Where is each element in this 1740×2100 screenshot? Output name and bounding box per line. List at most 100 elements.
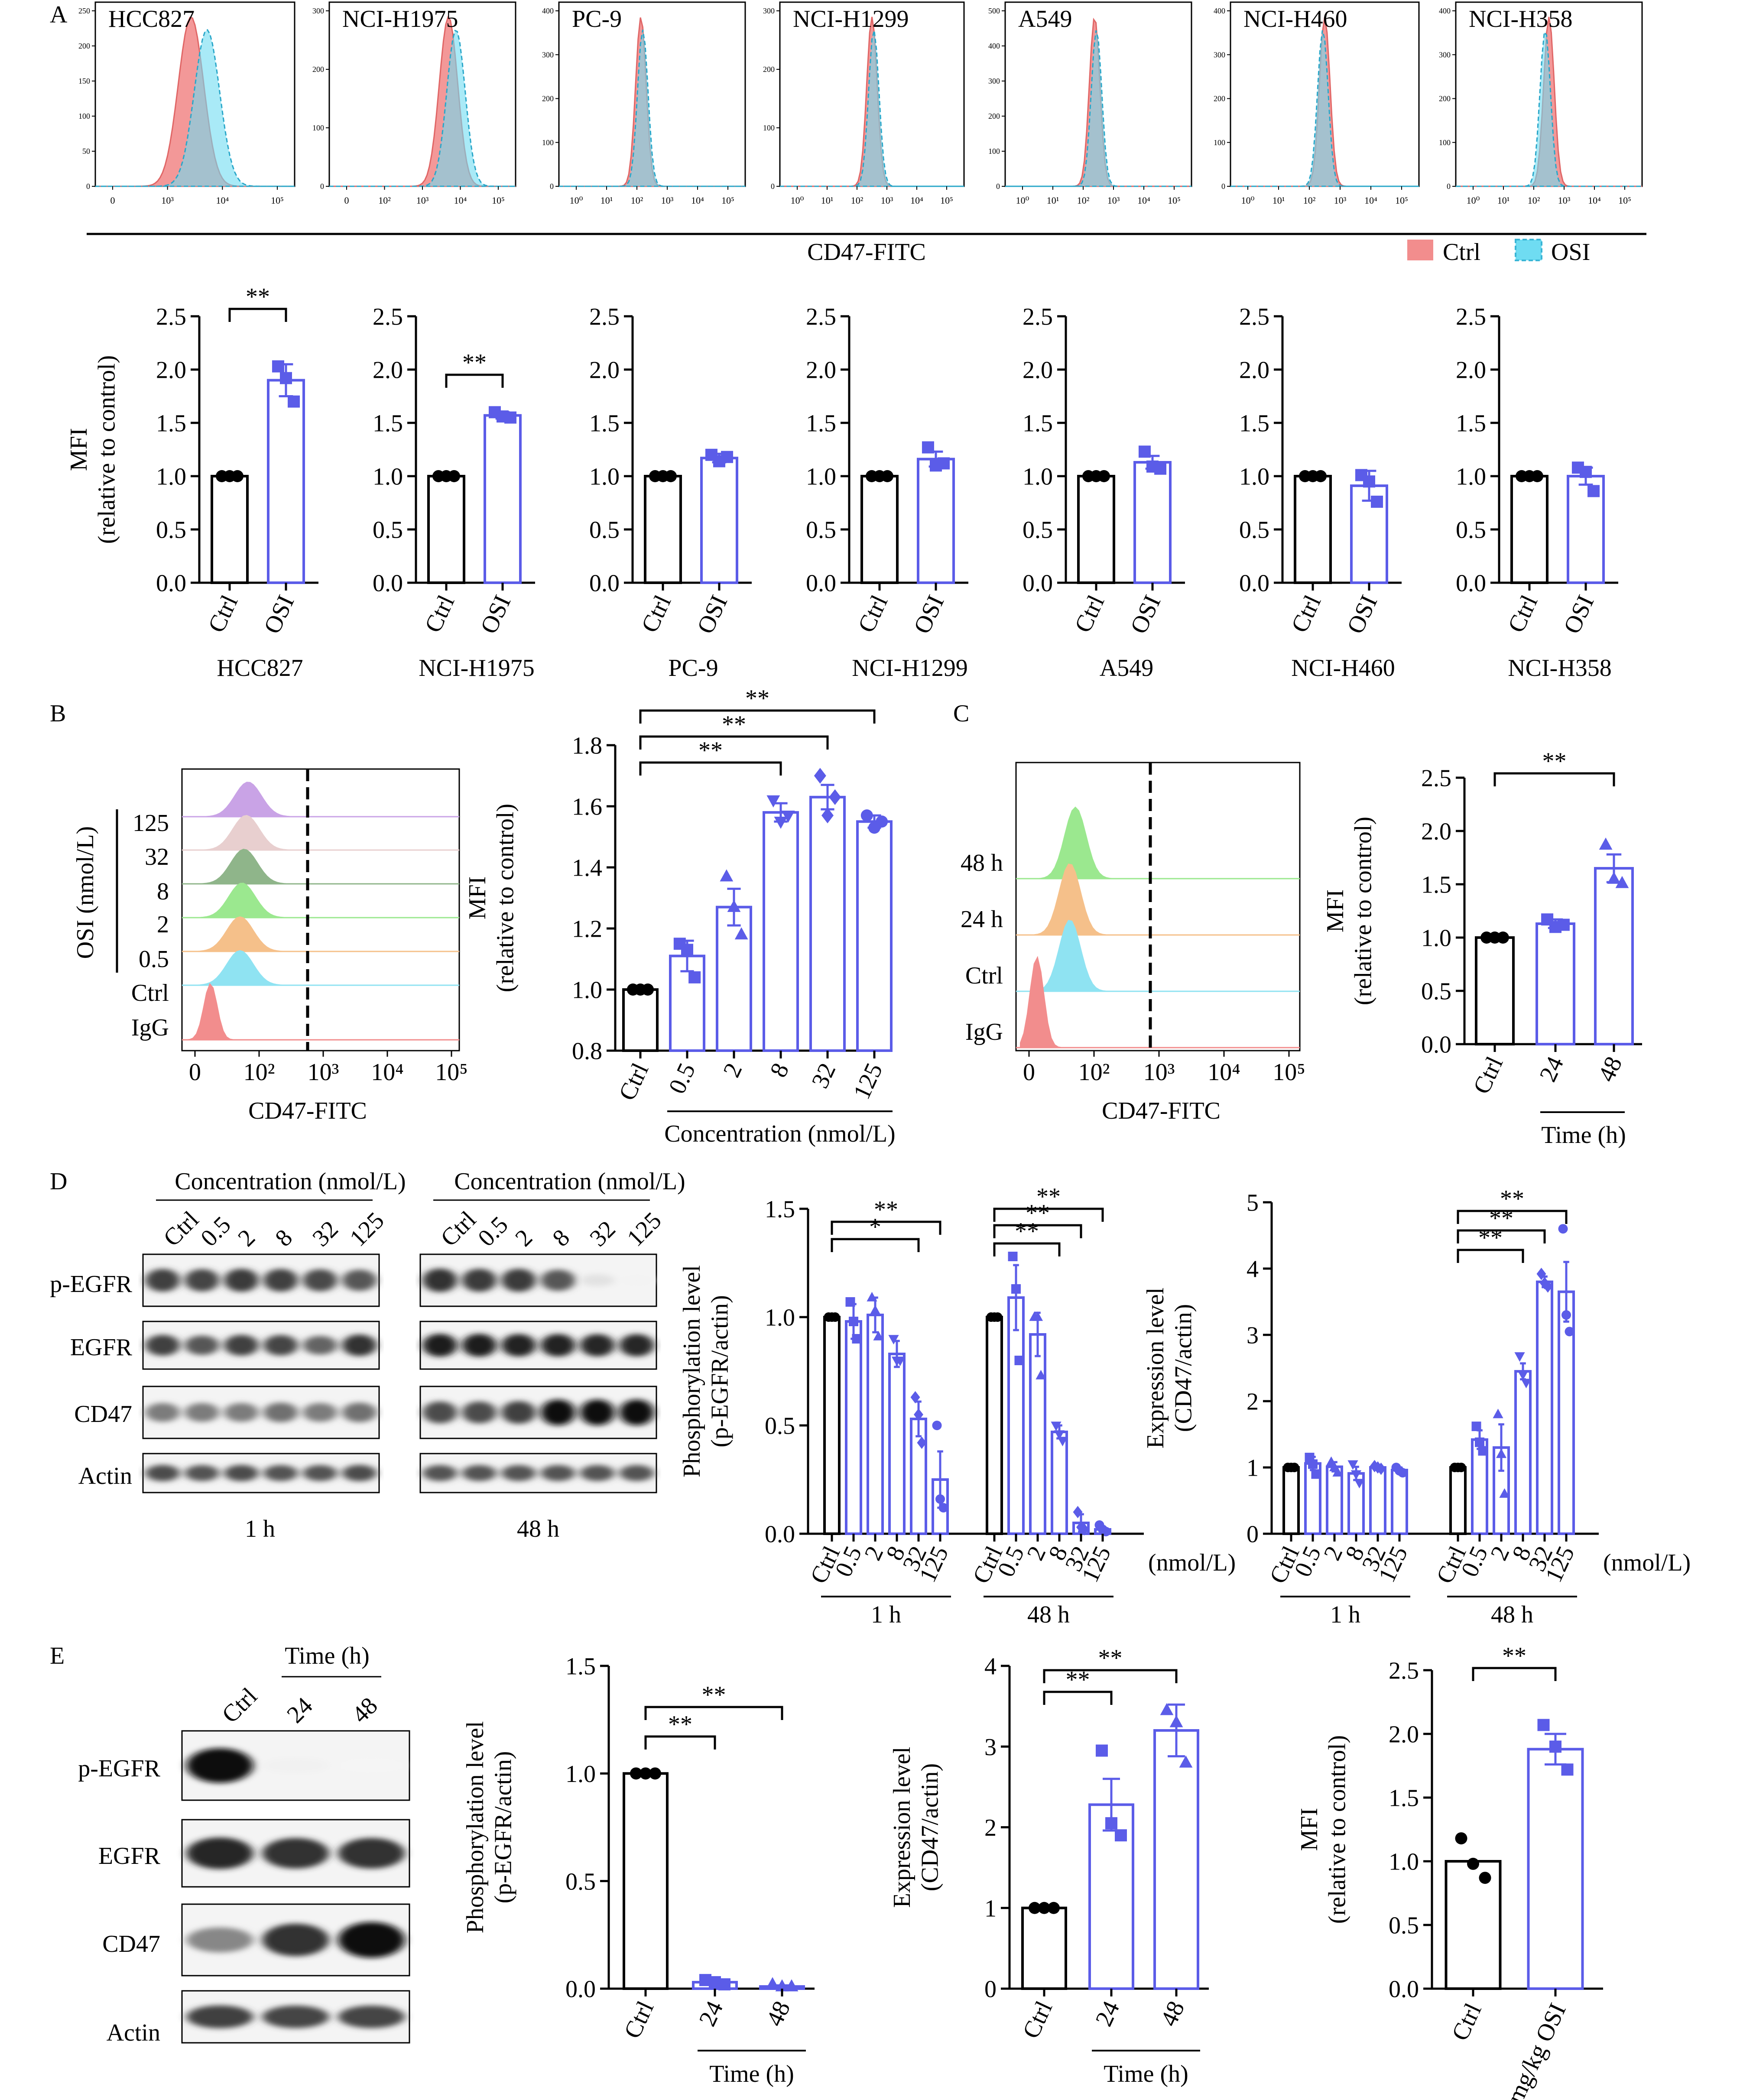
y-tick-label: 1.5	[589, 410, 620, 437]
blot-band	[338, 1758, 405, 1773]
x-tick-label: 125	[848, 1059, 888, 1103]
x-tick-label: 10¹	[1047, 195, 1059, 206]
blot-header: Concentration (nmol/L)	[454, 1168, 685, 1195]
y-tick-label: 200	[763, 65, 775, 74]
sig-bracket	[639, 709, 876, 724]
data-point	[727, 899, 741, 912]
x-tick-label: 10³	[161, 195, 174, 206]
sig-bracket	[639, 761, 782, 776]
blot-48h-Actin	[419, 1453, 657, 1493]
x-tick-label: 10⁴	[691, 195, 704, 206]
blot-band	[145, 1334, 180, 1356]
data-point	[272, 360, 284, 373]
y-tick-label: 0	[86, 182, 90, 191]
sig-bracket	[993, 1242, 1061, 1256]
data-point	[1138, 445, 1151, 458]
y-tick-label: 0.5	[1239, 517, 1269, 544]
y-tick-label: 0.0	[806, 570, 836, 597]
y-tick-label: 0.5	[1456, 517, 1486, 544]
blot-band	[619, 1465, 654, 1481]
y-tick-label: 2.5	[373, 304, 403, 331]
blot-row-label: Actin	[107, 2019, 160, 2046]
x-tick-label: Ctrl	[614, 1059, 654, 1104]
x-tick-label: Ctrl	[853, 591, 893, 636]
x-tick-label: 10⁰	[570, 195, 583, 206]
blot-band	[580, 1399, 615, 1425]
blot-band	[224, 1334, 259, 1356]
x-tick-label: 10⁰	[1016, 195, 1029, 206]
x-tick-label: 0	[344, 195, 349, 206]
data-point	[649, 1767, 661, 1780]
blot-band	[302, 1336, 338, 1355]
y-axis-label: MFI	[1296, 1808, 1323, 1851]
data-point	[1029, 1902, 1041, 1914]
y-tick-label: 2.0	[1421, 818, 1451, 845]
y-tick-label: 5	[1247, 1190, 1259, 1217]
data-point	[1599, 837, 1613, 850]
data-point	[852, 1334, 862, 1344]
lane-label: Ctrl	[435, 1206, 481, 1252]
x-tick-label: OSI	[692, 591, 733, 638]
blot-band	[422, 1334, 458, 1357]
y-tick-label: 2.5	[1389, 1658, 1419, 1685]
blot-band	[462, 1269, 497, 1292]
y-tick-label: 0.8	[572, 1038, 602, 1065]
sig-label: **	[668, 1711, 692, 1738]
y-tick-label: 300	[542, 50, 554, 59]
blot-band	[186, 1927, 253, 1953]
blot-frame	[419, 1253, 657, 1307]
lane-label: 24	[282, 1692, 318, 1728]
data-point	[1014, 1356, 1024, 1365]
osi-histogram	[329, 29, 516, 187]
data-point	[1455, 1832, 1467, 1845]
bar	[1535, 922, 1575, 1046]
y-tick-label: 0.5	[1389, 1912, 1419, 1939]
mfi-chart-7: 0.0 0.5 1.0 1.5 2.0 2.5 Ctrl OSI NCI-H358	[1456, 304, 1618, 682]
x-tick-label: 10²	[631, 195, 643, 206]
track-label: Ctrl	[965, 962, 1003, 989]
blot-band	[580, 1334, 615, 1357]
bar	[1510, 475, 1548, 584]
x-tick-label: 10⁰	[791, 195, 804, 206]
blot-row-label: Actin	[78, 1463, 132, 1490]
data-point	[870, 1305, 881, 1315]
sig-bracket	[1043, 1691, 1113, 1705]
data-point	[1536, 1267, 1546, 1280]
y-tick-label: 1.6	[572, 794, 602, 821]
histogram-3: PC-9 0 100 200 300 400 10⁰ 10¹ 10² 10³ 10⁴ 10⁵	[542, 1, 746, 206]
y-tick-label: 500	[988, 6, 1000, 15]
track-label: IgG	[965, 1019, 1003, 1045]
data-point	[688, 971, 701, 983]
data-point	[1371, 496, 1383, 508]
x-tick-label: 10⁴	[1588, 195, 1601, 206]
blot-band	[263, 1269, 298, 1292]
panel-a-axis-title: CD47-FITC	[807, 239, 926, 266]
y-tick-label: 400	[1214, 6, 1225, 15]
data-point	[280, 372, 292, 384]
blot-band	[619, 1275, 654, 1286]
blot-header: Concentration (nmol/L)	[175, 1168, 406, 1195]
bar	[1282, 1466, 1300, 1535]
bar	[623, 1772, 669, 1990]
data-point	[1054, 1430, 1065, 1440]
bar	[1514, 1370, 1532, 1535]
blot-1h-EGFR	[142, 1321, 380, 1370]
y-tick-label: 1.5	[373, 410, 403, 437]
sig-label: **	[1489, 1205, 1513, 1232]
y-tick-label: 0	[320, 182, 324, 191]
blot-band	[302, 1269, 338, 1292]
track-histogram	[186, 849, 455, 884]
blot-band	[185, 1465, 220, 1481]
blot-frame	[142, 1321, 380, 1370]
y-tick-label: 2.0	[1389, 1721, 1419, 1748]
y-tick-label: 0	[1247, 1521, 1259, 1548]
y-tick-label: 0.0	[765, 1521, 795, 1548]
mfi-chart-3: 0.0 0.5 1.0 1.5 2.0 2.5 Ctrl OSI PC-9	[589, 304, 752, 682]
x-tick-label: Ctrl	[1503, 591, 1543, 636]
y-tick-label: 200	[1214, 94, 1225, 103]
blot-band	[422, 1465, 458, 1481]
blot-band	[224, 1464, 259, 1482]
track-histogram	[186, 983, 455, 1040]
sig-label: **	[1502, 1642, 1526, 1669]
track-histogram	[1020, 806, 1295, 879]
